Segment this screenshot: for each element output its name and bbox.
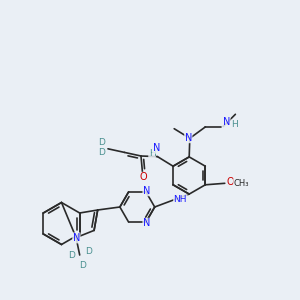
Text: D: D — [68, 251, 75, 260]
Text: D: D — [79, 261, 86, 270]
Text: N: N — [143, 186, 150, 196]
Text: O: O — [226, 177, 234, 188]
Text: NH: NH — [174, 194, 187, 203]
Text: N: N — [73, 233, 80, 243]
Text: D: D — [98, 148, 105, 157]
Text: N: N — [143, 218, 150, 228]
Text: D: D — [98, 138, 105, 147]
Text: N: N — [153, 143, 160, 153]
Text: CH₃: CH₃ — [233, 179, 249, 188]
Text: H: H — [149, 148, 155, 158]
Text: O: O — [140, 172, 148, 182]
Text: N: N — [223, 117, 230, 127]
Text: H: H — [231, 120, 238, 129]
Text: D: D — [85, 247, 92, 256]
Text: N: N — [184, 133, 192, 143]
